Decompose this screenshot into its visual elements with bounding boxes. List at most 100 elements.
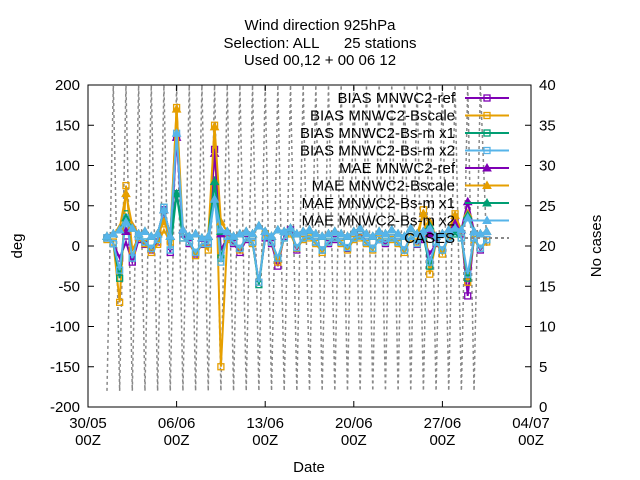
data-point: [456, 224, 467, 234]
data-point: [323, 228, 334, 238]
data-point: [274, 254, 282, 262]
data-point: [217, 363, 225, 371]
data-point: [482, 180, 492, 189]
data-point: [133, 228, 144, 238]
y-tick-label: 50: [63, 198, 80, 215]
data-point: [369, 244, 377, 253]
data-point: [405, 223, 416, 232]
data-point: [272, 224, 283, 234]
data-point: [152, 228, 163, 238]
data-point: [424, 223, 435, 232]
data-point: [483, 94, 491, 102]
chart-title-line-1: Wind direction 925hPa: [245, 17, 397, 34]
data-point: [483, 111, 491, 120]
data-point: [450, 223, 460, 232]
data-point: [342, 231, 353, 240]
y2-tick-label: 30: [539, 158, 556, 175]
data-point: [329, 226, 340, 236]
data-point: [109, 239, 117, 248]
chart-title-line-2: Selection: ALL 25 stations: [224, 35, 417, 52]
data-point: [464, 292, 472, 300]
x-tick-label-date: 04/07: [512, 415, 550, 432]
data-point: [464, 270, 472, 278]
data-point: [102, 231, 112, 240]
data-point: [291, 228, 302, 238]
data-point: [304, 224, 315, 234]
data-point: [293, 243, 301, 252]
data-point: [431, 231, 441, 240]
data-point: [426, 270, 434, 278]
data-point: [122, 181, 130, 190]
legend-label: MAE MNWC2-ref: [339, 160, 456, 177]
data-point: [121, 216, 131, 226]
data-point: [482, 215, 492, 224]
y-tick-label: -50: [58, 278, 80, 295]
data-point: [482, 162, 492, 172]
data-point: [312, 238, 320, 246]
data-point: [141, 238, 149, 246]
legend-label: BIAS MNWC2-Bscale: [310, 108, 455, 125]
data-point: [381, 238, 390, 246]
data-point: [367, 231, 378, 240]
data-point: [171, 188, 182, 198]
legend-label: BIAS MNWC2-ref: [337, 90, 455, 107]
data-point: [171, 104, 182, 113]
data-point: [483, 129, 491, 137]
data-point: [121, 188, 131, 198]
data-point: [388, 234, 396, 242]
data-point: [399, 231, 410, 240]
data-point: [457, 234, 466, 242]
data-point: [248, 238, 257, 246]
data-point: [475, 228, 486, 238]
series-layer: [102, 103, 492, 371]
legend-label: MAE MNWC2-Bs-m x2: [302, 213, 455, 230]
legend-item: CASES: [404, 230, 509, 247]
data-point: [255, 278, 263, 286]
data-point: [146, 231, 157, 240]
legend-label: BIAS MNWC2-Bs-m x1: [300, 125, 455, 142]
legend-item: BIAS MNWC2-ref: [337, 90, 509, 107]
y2-tick-label: 20: [539, 238, 556, 255]
data-point: [324, 238, 333, 246]
data-point: [483, 146, 491, 155]
y-tick-label: 150: [55, 117, 80, 134]
data-point: [418, 208, 429, 218]
x-tick-label-hour: 00Z: [252, 432, 278, 449]
data-point: [191, 248, 200, 257]
data-point: [317, 231, 328, 240]
y2-tick-label: 10: [539, 319, 556, 336]
chart-title: Wind direction 925hPa Selection: ALL 25 …: [224, 17, 417, 69]
x-tick-label-hour: 00Z: [518, 432, 544, 449]
legend-item: MAE MNWC2-Bs-m x2: [302, 213, 509, 230]
x-tick-label-date: 30/05: [69, 415, 107, 432]
data-point: [235, 228, 245, 238]
data-point: [469, 226, 479, 236]
data-point: [260, 226, 271, 236]
data-point: [337, 238, 345, 246]
data-point: [426, 258, 434, 266]
data-point: [147, 244, 155, 253]
data-point: [171, 128, 182, 137]
data-point: [374, 226, 384, 236]
data-point: [483, 235, 491, 244]
x-tick-label-date: 27/06: [424, 415, 462, 432]
data-point: [128, 254, 136, 262]
data-point: [115, 266, 124, 274]
data-point: [266, 231, 277, 240]
data-point: [380, 228, 391, 238]
data-point: [386, 224, 397, 234]
data-point: [464, 278, 472, 286]
data-point: [222, 226, 233, 236]
legend-label: MAE MNWC2-Bscale: [312, 178, 455, 195]
data-point: [184, 231, 195, 240]
data-point: [241, 226, 252, 236]
data-point: [190, 228, 201, 238]
x-tick-label-date: 06/06: [158, 415, 196, 432]
y2-tick-label: 0: [539, 399, 547, 416]
data-point: [481, 226, 492, 236]
y-axis-label: deg: [9, 233, 26, 258]
data-point: [400, 246, 409, 254]
legend-item: BIAS MNWC2-Bs-m x2: [300, 143, 509, 160]
data-point: [115, 298, 124, 307]
